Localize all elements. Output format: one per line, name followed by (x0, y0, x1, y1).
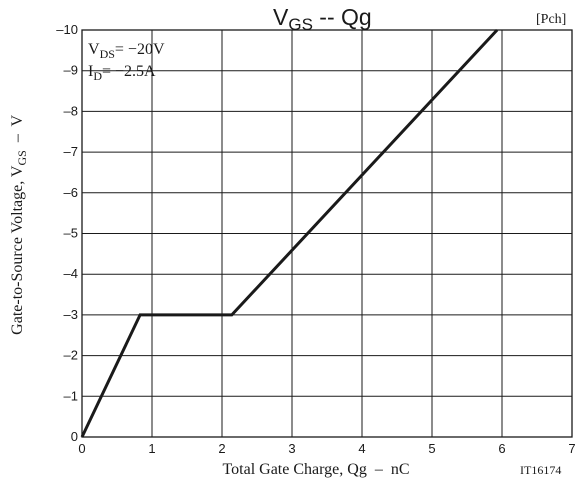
y-tick-label: –1 (64, 388, 78, 403)
y-tick-label: –8 (64, 103, 78, 118)
condition-id-value: = −2.5A (102, 63, 156, 80)
x-tick-label: 0 (78, 441, 85, 456)
test-conditions: VDS= −20V ID= −2.5A (88, 41, 165, 83)
grid-lines (82, 30, 572, 437)
x-tick-label: 1 (148, 441, 155, 456)
x-tick-label: 3 (288, 441, 295, 456)
y-tick-label: 0 (71, 429, 78, 444)
y-tick-label: –9 (64, 63, 78, 78)
y-tick-label: –3 (64, 307, 78, 322)
y-tick-label: –5 (64, 226, 78, 241)
figure-id: IT16174 (520, 463, 561, 477)
y-tick-label: –2 (64, 348, 78, 363)
y-axis-label-subscript: GS (15, 150, 29, 165)
y-tick-label: –10 (56, 22, 78, 37)
y-axis-label-prefix: Gate-to-Source Voltage, V (9, 165, 26, 335)
title-separator: -- (313, 4, 341, 30)
condition-vds-value: = −20V (115, 41, 165, 58)
condition-id-symbol: I (88, 63, 93, 80)
y-axis-label-suffix: – V (9, 114, 26, 150)
condition-vds: VDS= −20V (88, 41, 165, 61)
series-layer (80, 28, 499, 438)
chart-title: VGS -- Qg (273, 4, 372, 34)
x-tick-label: 6 (498, 441, 505, 456)
title-main: V (273, 4, 289, 30)
channel-tag: [Pch] (536, 12, 566, 27)
x-tick-label: 5 (428, 441, 435, 456)
x-tick-labels: 0 1 2 3 4 5 6 7 (78, 441, 575, 456)
x-tick-label: 7 (568, 441, 575, 456)
condition-vds-symbol: V (88, 41, 100, 58)
title-tail: Qg (341, 4, 372, 30)
x-tick-label: 2 (218, 441, 225, 456)
y-tick-labels: 0 –1 –2 –3 –4 –5 –6 –7 –8 –9 –10 (56, 22, 78, 444)
x-axis-label: Total Gate Charge, Qg – nC (223, 461, 410, 478)
y-tick-label: –7 (64, 144, 78, 159)
condition-id: ID= −2.5A (88, 63, 156, 83)
y-tick-label: –6 (64, 185, 78, 200)
title-subscript: GS (288, 15, 313, 34)
condition-vds-subscript: DS (100, 47, 115, 61)
x-tick-label: 4 (358, 441, 365, 456)
series-line-0 (80, 28, 499, 438)
plot-frame (81, 29, 573, 438)
y-axis-label: Gate-to-Source Voltage, VGS – V (9, 103, 29, 355)
condition-id-subscript: D (93, 69, 102, 83)
y-tick-label: –4 (64, 266, 78, 281)
